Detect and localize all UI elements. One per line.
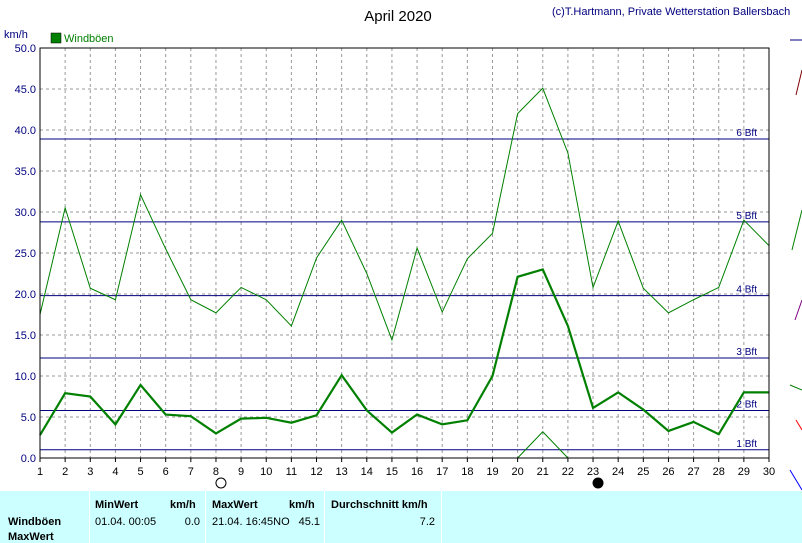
beaufort-label: 5 Bft [736, 211, 757, 222]
x-tick-label: 25 [637, 466, 649, 478]
max-unit: km/h [289, 499, 315, 511]
series-line-maxwert [517, 431, 569, 459]
x-tick-label: 23 [587, 466, 599, 478]
beaufort-label: 6 Bft [736, 128, 757, 139]
chart-title: April 2020 [364, 8, 432, 25]
y-tick-label: 25.0 [15, 248, 36, 260]
min-cell: MinWert km/h 01.04. 00:05 0.0 [89, 491, 205, 543]
avg-header: Durchschnitt km/h [331, 499, 428, 511]
row-labels-cell: Windböen MaxWert [0, 491, 89, 543]
beaufort-label: 3 Bft [736, 347, 757, 358]
moon-markers [215, 477, 604, 489]
x-tick-label: 16 [411, 466, 423, 478]
x-tick-label: 26 [662, 466, 674, 478]
series-group [39, 87, 770, 459]
x-tick-label: 28 [713, 466, 725, 478]
avg-cell: Durchschnitt km/h 7.2 [324, 491, 441, 543]
x-tick-label: 1 [37, 466, 43, 478]
x-tick-label: 30 [763, 466, 775, 478]
avg-value: 7.2 [419, 516, 435, 528]
beaufort-label: 4 Bft [736, 285, 757, 296]
x-tick-label: 14 [361, 466, 373, 478]
x-tick-label: 8 [213, 466, 219, 478]
min-unit: km/h [170, 499, 196, 511]
x-tick-label: 3 [87, 466, 93, 478]
x-tick-label: 9 [238, 466, 244, 478]
max-date: 21.04. 16:45NO [212, 516, 290, 528]
legend-label: Windböen [64, 33, 114, 45]
y-tick-label: 40.0 [15, 125, 36, 137]
y-tick-label: 45.0 [15, 84, 36, 96]
row-label-windboeen: Windböen [8, 516, 62, 528]
plot-frame [39, 47, 770, 459]
x-tick-label: 12 [310, 466, 322, 478]
x-tick-label: 13 [336, 466, 348, 478]
y-tick-label: 10.0 [15, 371, 36, 383]
y-tick-label: 50.0 [15, 43, 36, 55]
empty-cell [441, 491, 802, 543]
x-tick-label: 20 [511, 466, 523, 478]
row-label-maxwert: MaxWert [8, 531, 54, 543]
min-header: MinWert [95, 499, 139, 511]
max-cell: MaxWert km/h 21.04. 16:45NO 45.1 [205, 491, 324, 543]
y-axis: 0.0 5.0 10.0 15.0 20.0 25.0 30.0 35.0 40.0 45.0 50… [15, 43, 36, 465]
y-tick-label: 20.0 [15, 289, 36, 301]
x-tick-label: 22 [562, 466, 574, 478]
series-line-windboeen [39, 268, 769, 436]
x-tick-label: 6 [163, 466, 169, 478]
full-moon-icon [215, 477, 227, 489]
x-tick-label: 29 [738, 466, 750, 478]
grid [39, 47, 770, 459]
y-unit-label: km/h [4, 29, 28, 41]
right-edge-fragment [789, 39, 802, 491]
credit-text: (c)T.Hartmann, Private Wetterstation Bal… [552, 6, 790, 18]
x-tick-label: 7 [188, 466, 194, 478]
x-tick-label: 17 [436, 466, 448, 478]
y-tick-label: 0.0 [21, 453, 36, 465]
max-header: MaxWert [212, 499, 258, 511]
y-tick-label: 35.0 [15, 166, 36, 178]
chart: April 2020 (c)T.Hartmann, Private Wetter… [4, 6, 802, 491]
new-moon-icon [592, 477, 604, 489]
x-tick-label: 21 [537, 466, 549, 478]
stats-footer: Windböen MaxWert MinWert km/h 01.04. 00:… [0, 491, 802, 543]
series-line-maxwert [39, 87, 770, 342]
x-tick-label: 24 [612, 466, 624, 478]
beaufort-label: 2 Bft [736, 399, 757, 410]
max-value: 45.1 [298, 516, 320, 528]
beaufort-lines: 1 Bft 2 Bft 3 Bft 4 Bft 5 Bft 6 Bft [40, 128, 769, 451]
x-tick-label: 18 [461, 466, 473, 478]
min-value: 0.0 [184, 516, 200, 528]
x-tick-label: 11 [286, 466, 297, 478]
x-tick-label: 4 [112, 466, 118, 478]
legend-swatch [50, 32, 62, 44]
x-tick-label: 5 [137, 466, 143, 478]
x-tick-label: 15 [386, 466, 398, 478]
y-tick-label: 30.0 [15, 207, 36, 219]
x-axis: 1 2 3 4 5 6 7 8 9 10 11 12 13 14 15 16 17 18 19 20 21 22 23 24 2… [37, 458, 775, 478]
beaufort-label: 1 Bft [736, 439, 757, 450]
x-tick-label: 27 [687, 466, 699, 478]
x-tick-label: 19 [486, 466, 498, 478]
y-tick-label: 15.0 [15, 330, 36, 342]
y-tick-label: 5.0 [21, 412, 36, 424]
x-tick-label: 10 [260, 466, 272, 478]
x-tick-label: 2 [62, 466, 68, 478]
min-date: 01.04. 00:05 [95, 516, 157, 528]
